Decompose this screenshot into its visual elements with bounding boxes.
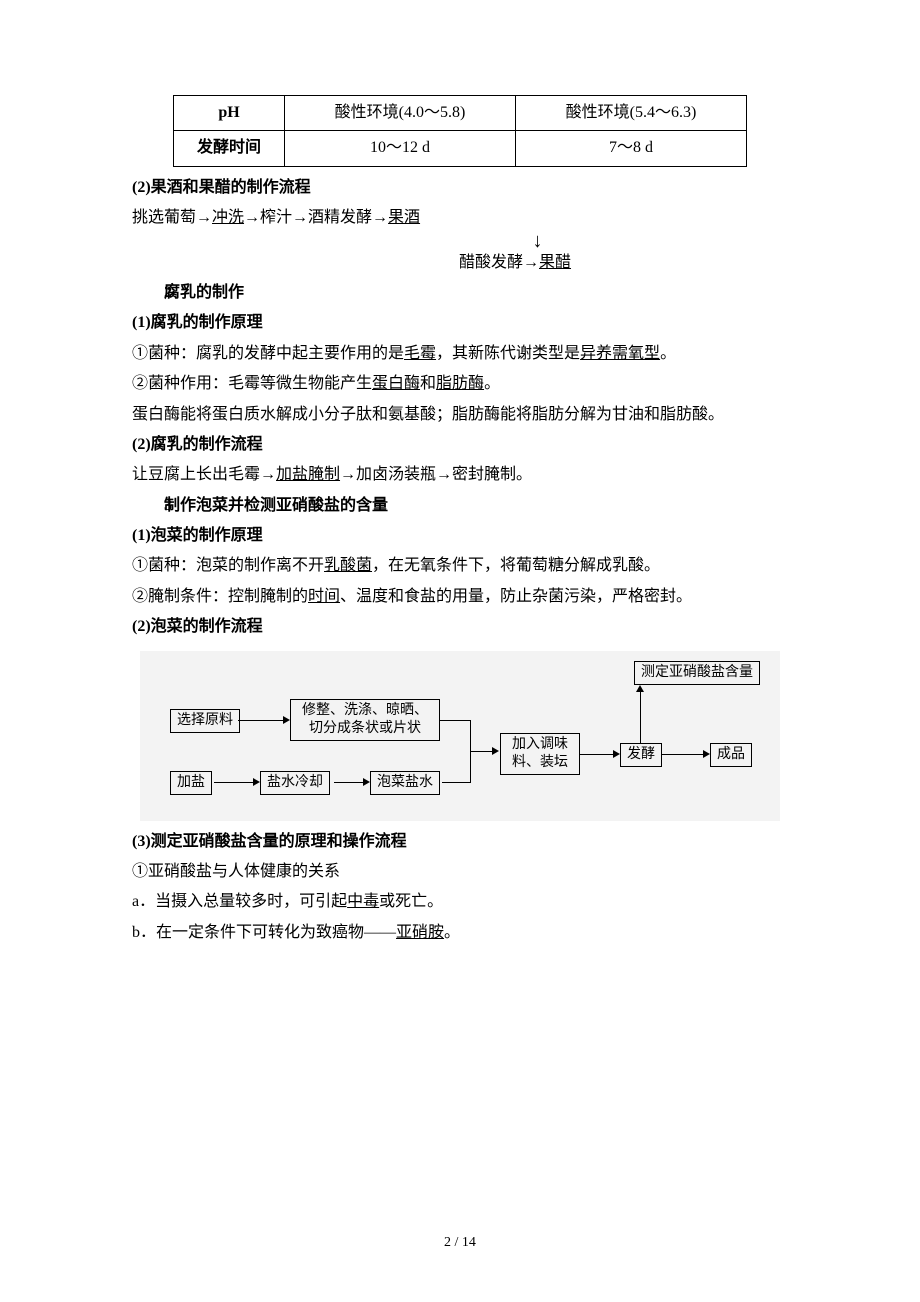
flow-node-ferment: 发酵 xyxy=(620,743,662,767)
table-row: pH 酸性环境(4.0～5.8) 酸性环境(5.4～6.3) xyxy=(174,96,747,131)
subheading: (2)泡菜的制作流程 xyxy=(100,612,820,642)
table-cell: 7～8 d xyxy=(516,131,747,166)
table-cell-header: 发酵时间 xyxy=(174,131,285,166)
arrow-head-icon xyxy=(613,750,620,758)
flow-node-salt: 加盐 xyxy=(170,771,212,795)
text: 。 xyxy=(444,924,460,941)
arrow-head-icon xyxy=(492,747,499,755)
text: ，其新陈代谢类型是 xyxy=(436,345,580,362)
underline-text: 时间 xyxy=(308,588,340,605)
text: b．在一定条件下可转化为致癌物—— xyxy=(132,924,396,941)
flow-node-nitrite: 测定亚硝酸盐含量 xyxy=(634,661,760,685)
flow-arrow xyxy=(640,691,641,743)
text-line: 蛋白酶能将蛋白质水解成小分子肽和氨基酸；脂肪酶能将脂肪分解为甘油和脂肪酸。 xyxy=(100,400,820,430)
text: ②腌制条件：控制腌制的 xyxy=(132,588,308,605)
subheading: (2)腐乳的制作流程 xyxy=(100,430,820,460)
text-line: 醋酸发酵→果醋 xyxy=(100,248,820,278)
flow-node-product: 成品 xyxy=(710,743,752,767)
subheading: (3)测定亚硝酸盐含量的原理和操作流程 xyxy=(100,827,820,857)
underline-text: 异养需氧型 xyxy=(580,345,660,362)
text-line: 让豆腐上长出毛霉→加盐腌制→加卤汤装瓶→密封腌制。 xyxy=(100,460,820,490)
text-line: ②腌制条件：控制腌制的时间、温度和食盐的用量，防止杂菌污染，严格密封。 xyxy=(100,582,820,612)
document-page: pH 酸性环境(4.0～5.8) 酸性环境(5.4～6.3) 发酵时间 10～1… xyxy=(0,0,920,1302)
flow-arrow xyxy=(442,782,470,783)
text: 挑选葡萄→ xyxy=(132,209,212,226)
arrow-head-icon xyxy=(283,716,290,724)
text: 醋酸发酵→ xyxy=(459,254,539,271)
text: 。 xyxy=(484,375,500,392)
table-row: 发酵时间 10～12 d 7～8 d xyxy=(174,131,747,166)
table-cell: 10～12 d xyxy=(285,131,516,166)
underline-text: 毛霉 xyxy=(404,345,436,362)
heading-title: 制作泡菜并检测亚硝酸盐的含量 xyxy=(164,497,388,514)
text: →榨汁→酒精发酵→ xyxy=(244,209,388,226)
text: 和 xyxy=(420,375,436,392)
underline-text: 冲洗 xyxy=(212,209,244,226)
text: ①菌种：泡菜的制作离不开 xyxy=(132,557,324,574)
table-cell-header: pH xyxy=(174,96,285,131)
arrow-down: ↓ xyxy=(100,234,820,248)
heading-number: 2 xyxy=(132,278,164,308)
subheading: (1)泡菜的制作原理 xyxy=(100,521,820,551)
page-footer: 2 / 14 xyxy=(0,1230,920,1257)
text: ，在无氧条件下，将葡萄糖分解成乳酸。 xyxy=(372,557,660,574)
subheading: (2)果酒和果醋的制作流程 xyxy=(100,173,820,203)
underline-text: 加盐腌制 xyxy=(276,466,340,483)
underline-text: 中毒 xyxy=(347,893,379,910)
arrow-head-icon xyxy=(703,750,710,758)
underline-text: 脂肪酶 xyxy=(436,375,484,392)
text-line: ①菌种：泡菜的制作离不开乳酸菌，在无氧条件下，将葡萄糖分解成乳酸。 xyxy=(100,551,820,581)
flow-arrow xyxy=(238,720,283,721)
data-table: pH 酸性环境(4.0～5.8) 酸性环境(5.4～6.3) 发酵时间 10～1… xyxy=(173,95,747,167)
flow-node-brine: 泡菜盐水 xyxy=(370,771,440,795)
underline-text: 亚硝胺 xyxy=(396,924,444,941)
underline-text: 蛋白酶 xyxy=(372,375,420,392)
arrow-head-icon xyxy=(363,778,370,786)
flow-arrow xyxy=(662,754,704,755)
text: 让豆腐上长出毛霉→ xyxy=(132,466,276,483)
table-cell: 酸性环境(4.0～5.8) xyxy=(285,96,516,131)
flowchart: 测定亚硝酸盐含量 选择原料 修整、洗涤、晾晒、 切分成条状或片状 加盐 盐水冷却… xyxy=(140,651,780,821)
flow-node-select: 选择原料 xyxy=(170,709,240,733)
flow-arrow xyxy=(470,751,493,752)
arrow-head-icon xyxy=(636,685,644,692)
text: 。 xyxy=(660,345,676,362)
subheading: (1)腐乳的制作原理 xyxy=(100,308,820,338)
text-line: ②菌种作用：毛霉等微生物能产生蛋白酶和脂肪酶。 xyxy=(100,369,820,399)
flow-arrow xyxy=(580,754,614,755)
underline-text: 果酒 xyxy=(388,209,420,226)
flow-arrow xyxy=(440,720,470,721)
table-cell: 酸性环境(5.4～6.3) xyxy=(516,96,747,131)
flow-arrow xyxy=(214,782,254,783)
text: 、温度和食盐的用量，防止杂菌污染，严格密封。 xyxy=(340,588,692,605)
arrow-head-icon xyxy=(253,778,260,786)
text: →加卤汤装瓶→密封腌制。 xyxy=(340,466,532,483)
text-line: a．当摄入总量较多时，可引起中毒或死亡。 xyxy=(100,887,820,917)
text-line: ①菌种：腐乳的发酵中起主要作用的是毛霉，其新陈代谢类型是异养需氧型。 xyxy=(100,339,820,369)
flow-node-prepare: 修整、洗涤、晾晒、 切分成条状或片状 xyxy=(290,699,440,741)
text: 蛋白酶能将蛋白质水解成小分子肽和氨基酸；脂肪酶能将脂肪分解为甘油和脂肪酸。 xyxy=(132,406,724,423)
text: ①菌种：腐乳的发酵中起主要作用的是 xyxy=(132,345,404,362)
text: ②菌种作用：毛霉等微生物能产生 xyxy=(132,375,372,392)
heading-title: 腐乳的制作 xyxy=(164,284,244,301)
text: 或死亡。 xyxy=(379,893,443,910)
flow-arrow xyxy=(334,782,364,783)
section-heading: 3制作泡菜并检测亚硝酸盐的含量 xyxy=(100,491,820,521)
text-line: b．在一定条件下可转化为致癌物——亚硝胺。 xyxy=(100,918,820,948)
underline-text: 果醋 xyxy=(539,254,571,271)
flow-node-jar: 加入调味 料、装坛 xyxy=(500,733,580,775)
text: a．当摄入总量较多时，可引起 xyxy=(132,893,347,910)
text-line: 挑选葡萄→冲洗→榨汁→酒精发酵→果酒 xyxy=(100,203,820,233)
heading-number: 3 xyxy=(132,491,164,521)
flow-node-cool: 盐水冷却 xyxy=(260,771,330,795)
section-heading: 2腐乳的制作 xyxy=(100,278,820,308)
text-line: ①亚硝酸盐与人体健康的关系 xyxy=(100,857,820,887)
underline-text: 乳酸菌 xyxy=(324,557,372,574)
